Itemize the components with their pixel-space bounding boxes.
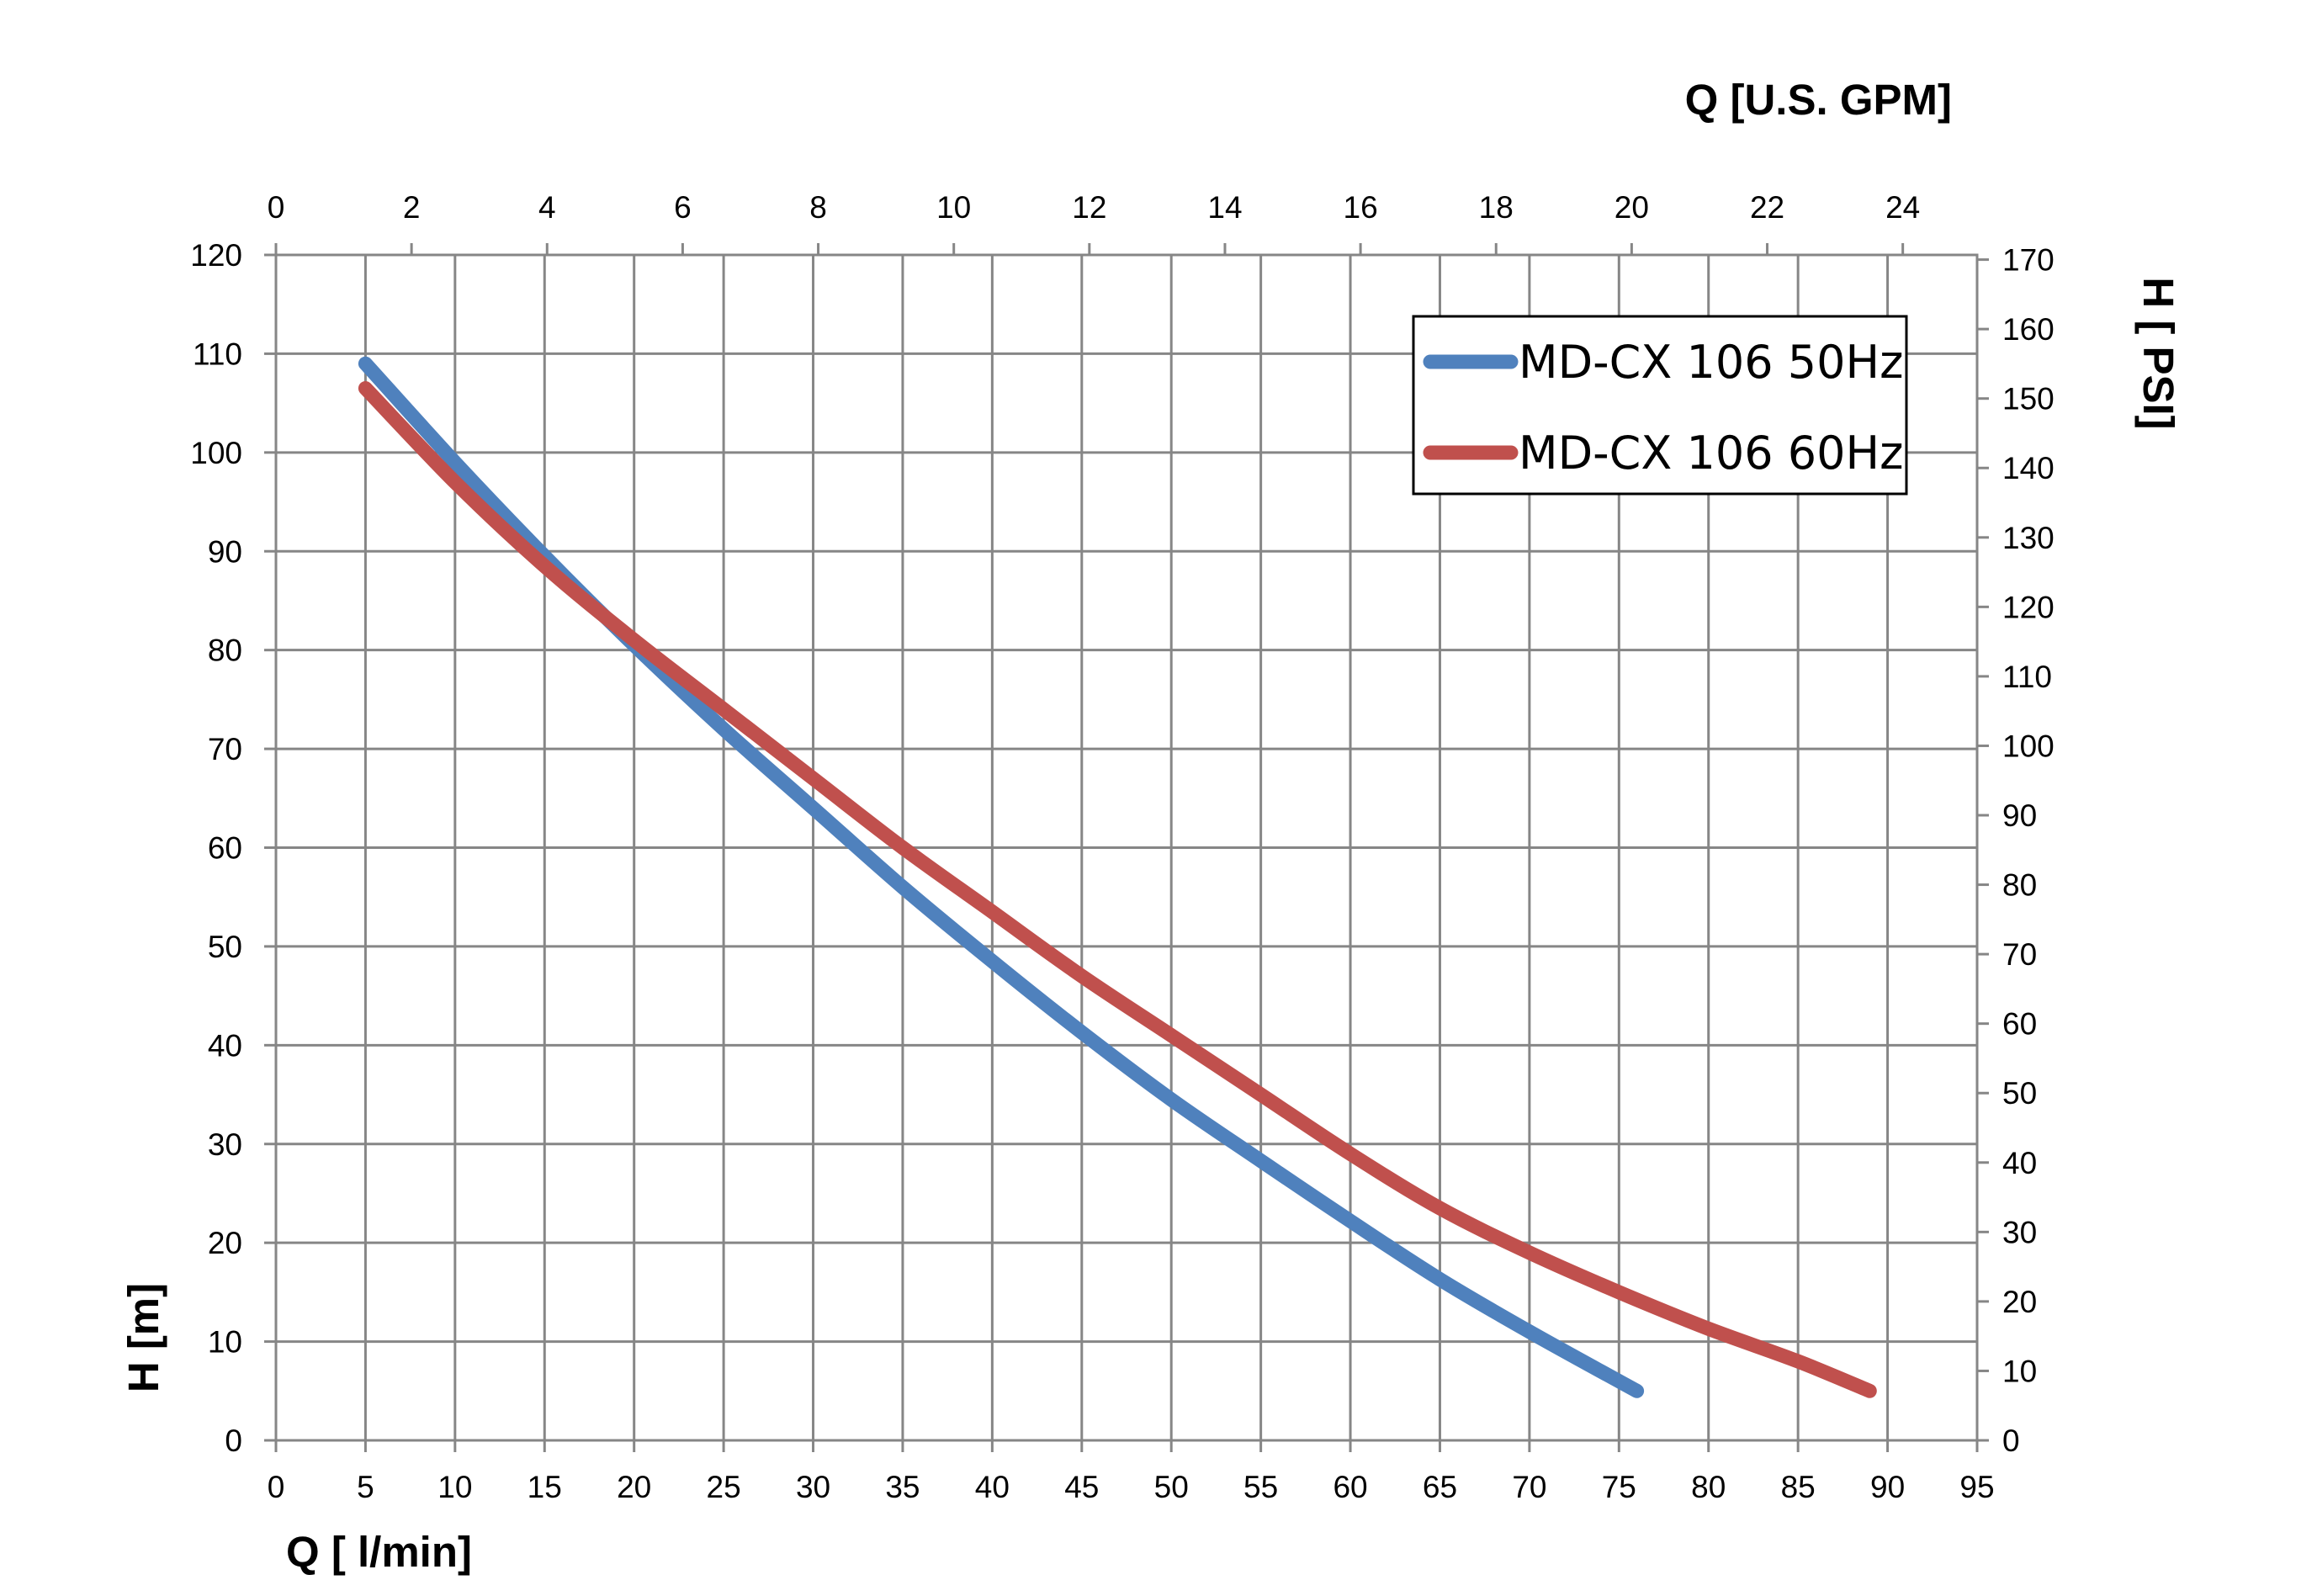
- y-right-tick-label: 130: [2002, 521, 2055, 555]
- x-bottom-tick-label: 80: [1691, 1470, 1726, 1504]
- x-top-tick-label: 20: [1614, 190, 1649, 225]
- bottom-axis-title: Q [ l/min]: [286, 1528, 472, 1576]
- x-bottom-tick-label: 15: [528, 1470, 562, 1504]
- y-right-tick-label: 70: [2002, 937, 2037, 972]
- x-bottom-tick-label: 20: [617, 1470, 651, 1504]
- y-left-tick-label: 0: [225, 1424, 242, 1458]
- x-bottom-tick-label: 90: [1870, 1470, 1905, 1504]
- x-bottom-tick-label: 35: [885, 1470, 920, 1504]
- y-right-tick-label: 140: [2002, 451, 2055, 485]
- x-bottom-tick-label: 10: [437, 1470, 472, 1504]
- y-left-tick-label: 110: [193, 337, 242, 371]
- x-top-tick-label: 14: [1207, 190, 1242, 225]
- top-axis-title: Q [U.S. GPM]: [1685, 76, 1952, 124]
- right-axis-title: H [ PSI]: [2134, 277, 2182, 429]
- legend: MD-CX 106 50Hz MD-CX 106 60Hz: [1412, 315, 1908, 496]
- x-bottom-tick-label: 25: [707, 1470, 741, 1504]
- y-right-tick-label: 60: [2002, 1007, 2037, 1042]
- y-right-tick-label: 10: [2002, 1354, 2037, 1388]
- x-bottom-tick-label: 75: [1602, 1470, 1636, 1504]
- x-bottom-tick-label: 65: [1423, 1470, 1457, 1504]
- y-left-tick-label: 10: [208, 1325, 242, 1360]
- y-right-tick-label: 80: [2002, 868, 2037, 903]
- x-top-tick-label: 18: [1479, 190, 1514, 225]
- x-bottom-tick-label: 55: [1243, 1470, 1278, 1504]
- y-right-tick-label: 110: [2002, 660, 2052, 694]
- y-left-tick-label: 100: [190, 436, 242, 470]
- series-line-1: [358, 356, 1645, 1398]
- x-bottom-tick-label: 30: [796, 1470, 830, 1504]
- x-top-tick-label: 0: [268, 190, 285, 225]
- x-bottom-tick-label: 50: [1154, 1470, 1189, 1504]
- x-bottom-tick-label: 45: [1064, 1470, 1099, 1504]
- y-left-tick-label: 40: [208, 1028, 242, 1063]
- x-bottom-tick-label: 70: [1512, 1470, 1546, 1504]
- left-axis-title: H [m]: [119, 1283, 167, 1392]
- x-bottom-tick-label: 85: [1781, 1470, 1816, 1504]
- x-top-tick-label: 2: [403, 190, 421, 225]
- y-right-tick-label: 30: [2002, 1215, 2037, 1249]
- y-left-tick-label: 60: [208, 831, 242, 866]
- x-top-tick-label: 24: [1885, 190, 1920, 225]
- x-bottom-tick-label: 5: [357, 1470, 374, 1504]
- x-bottom-tick-label: 95: [1959, 1470, 1994, 1504]
- x-top-tick-label: 16: [1344, 190, 1378, 225]
- x-bottom-tick-label: 60: [1333, 1470, 1367, 1504]
- y-right-tick-label: 90: [2002, 798, 2037, 833]
- y-right-tick-label: 150: [2002, 382, 2055, 416]
- axis-titles: Q [U.S. GPM] Q [ l/min] H [m] H [ PSI]: [119, 76, 2182, 1576]
- x-top-tick-label: 22: [1750, 190, 1784, 225]
- legend-label-1: MD-CX 106 50Hz: [1519, 336, 1903, 389]
- legend-box: [1412, 315, 1908, 496]
- y-left-tick-label: 50: [208, 930, 242, 964]
- x-top-tick-label: 6: [674, 190, 692, 225]
- x-top-tick-label: 4: [538, 190, 556, 225]
- y-left-tick-label: 20: [208, 1226, 242, 1260]
- y-right-tick-label: 100: [2002, 729, 2055, 763]
- x-bottom-tick-label: 0: [268, 1470, 285, 1504]
- y-left-tick-label: 90: [208, 534, 242, 569]
- y-left-tick-label: 70: [208, 732, 242, 766]
- x-top-tick-label: 10: [936, 190, 971, 225]
- series-lines: [358, 356, 1877, 1398]
- x-bottom-tick-label: 40: [975, 1470, 1010, 1504]
- y-right-tick-label: 20: [2002, 1285, 2037, 1319]
- x-top-tick-label: 12: [1072, 190, 1106, 225]
- y-right-tick-label: 50: [2002, 1076, 2037, 1111]
- series-line-2: [358, 381, 1877, 1398]
- y-right-tick-label: 160: [2002, 312, 2055, 347]
- y-right-tick-label: 40: [2002, 1146, 2037, 1180]
- y-left-tick-label: 120: [190, 238, 242, 273]
- y-right-tick-label: 120: [2002, 590, 2055, 624]
- x-top-tick-label: 8: [809, 190, 827, 225]
- plot-area-border: [274, 253, 1979, 1442]
- y-left-tick-label: 30: [208, 1127, 242, 1162]
- legend-label-2: MD-CX 106 60Hz: [1519, 427, 1903, 480]
- y-left-tick-label: 80: [208, 634, 242, 668]
- y-right-tick-label: 170: [2002, 243, 2055, 278]
- y-right-tick-label: 0: [2002, 1424, 2020, 1458]
- axes: 0 5 10 15 20 25 30 35 40 45 50 55 60 65 70 75 80 85 90 9501…: [190, 190, 2054, 1504]
